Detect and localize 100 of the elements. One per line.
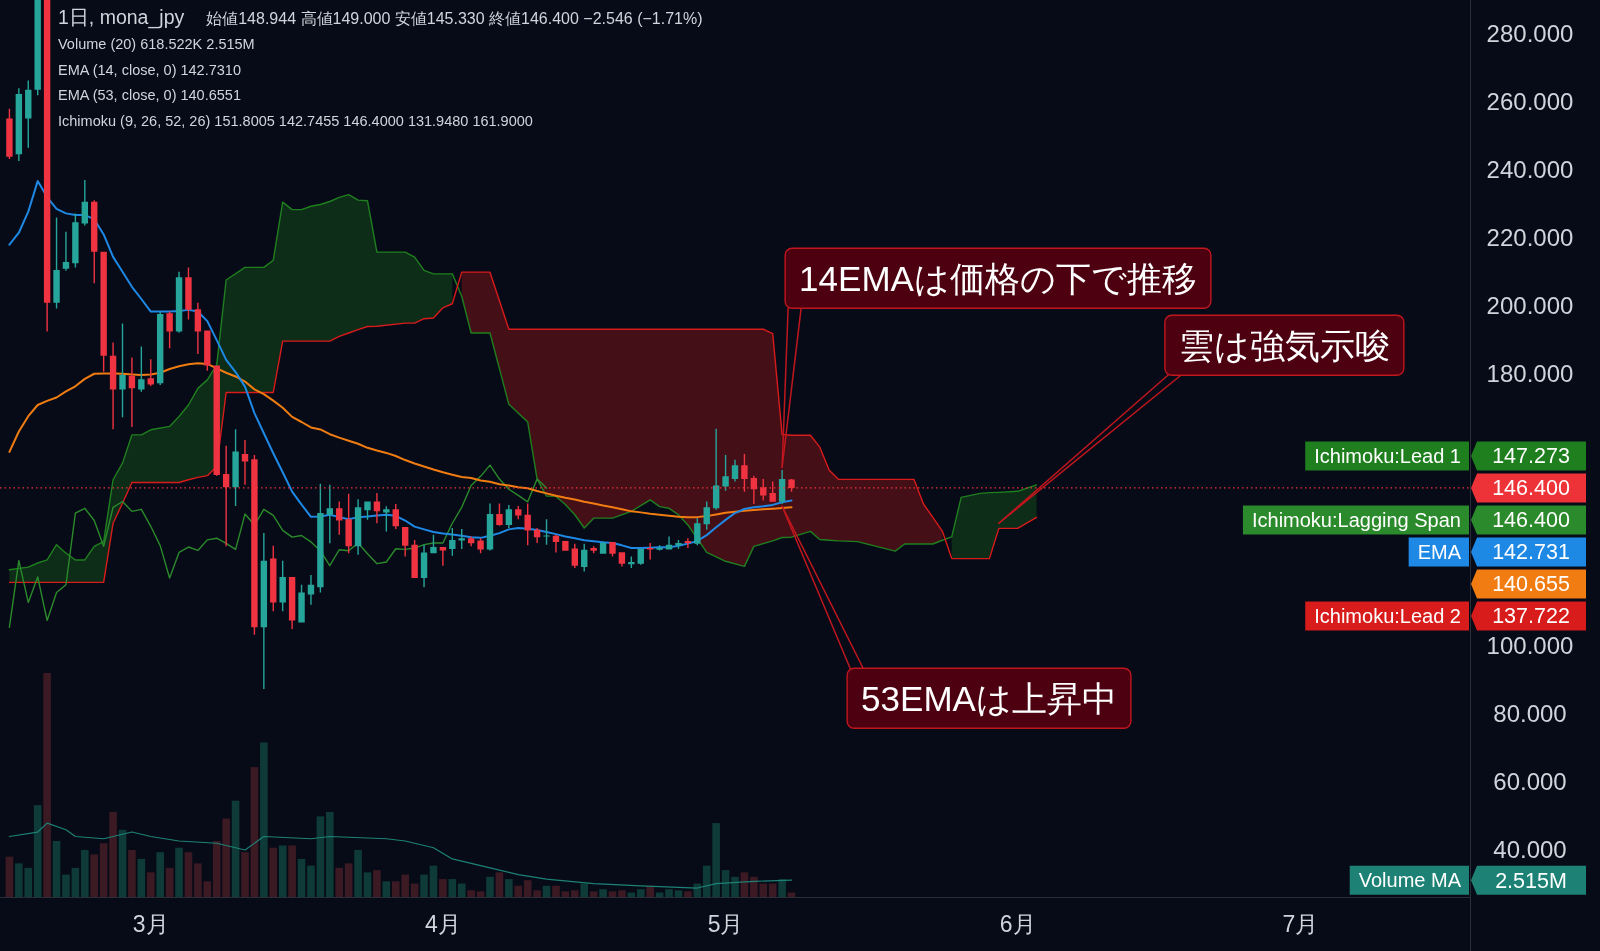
candlestick <box>279 560 286 612</box>
candlestick <box>778 469 786 504</box>
annotation: Volume (20) 618.522K 2.515M <box>58 36 255 52</box>
candlestick <box>712 428 720 510</box>
candlestick <box>722 454 729 491</box>
x-tick-label: 6月 <box>999 911 1036 937</box>
bar <box>420 874 428 897</box>
candlestick <box>420 544 428 588</box>
chart-title: 1日, mona_jpy <box>58 6 185 29</box>
bar <box>599 889 607 897</box>
candlestick <box>505 504 513 529</box>
bar <box>608 891 617 897</box>
candlestick <box>91 200 98 284</box>
candlestick <box>260 533 268 690</box>
y-tick-label: 60.000 <box>1493 767 1567 795</box>
text: 137.722 <box>1492 604 1570 629</box>
bar <box>99 843 108 897</box>
text: Volume MA <box>1358 869 1462 892</box>
candlestick <box>345 493 352 554</box>
candlestick <box>524 503 531 546</box>
candlestick <box>703 501 710 530</box>
candlestick <box>128 357 136 428</box>
bar <box>260 742 268 897</box>
candlestick <box>53 217 60 309</box>
candlestick <box>156 311 164 385</box>
bar <box>533 890 541 897</box>
candlestick <box>34 0 41 96</box>
candlestick <box>731 459 739 482</box>
text: Ichimoku:Lagging Span <box>1251 508 1461 531</box>
bar <box>137 858 146 897</box>
bar <box>90 854 99 897</box>
candlestick <box>166 311 173 349</box>
candlestick <box>138 346 145 392</box>
bar <box>646 885 654 897</box>
bar <box>109 811 117 897</box>
candlestick <box>336 501 343 535</box>
annotation: EMA (14, close, 0) 142.7310 <box>58 61 241 78</box>
bar <box>542 885 551 897</box>
candlestick <box>590 546 597 554</box>
x-tick-label: 5月 <box>707 911 744 937</box>
bar <box>326 811 334 897</box>
candlestick <box>467 536 475 547</box>
bar <box>448 879 457 897</box>
candlestick <box>599 541 607 554</box>
text: Ichimoku:Lead 1 <box>1314 444 1461 467</box>
y-tick-label: 180.000 <box>1486 360 1574 388</box>
candlestick <box>533 528 541 543</box>
bar <box>495 872 504 897</box>
bar <box>231 800 240 897</box>
bar <box>523 880 532 897</box>
candlestick <box>213 365 220 476</box>
bar <box>203 881 212 897</box>
candlestick <box>232 429 239 506</box>
candlestick <box>486 503 494 551</box>
candlestick <box>354 499 362 555</box>
bar <box>146 872 155 897</box>
bar <box>476 891 485 897</box>
candlestick <box>543 519 550 545</box>
text: 142.731 <box>1492 540 1570 565</box>
text: 147.273 <box>1492 444 1570 469</box>
candlestick <box>194 302 202 355</box>
bar <box>194 863 202 897</box>
y-tick-label: 40.000 <box>1493 835 1567 863</box>
candlestick <box>204 330 211 371</box>
candlestick <box>618 552 626 567</box>
y-tick-label: 100.000 <box>1486 632 1574 660</box>
candlestick <box>637 548 644 565</box>
bar <box>278 845 287 897</box>
line-series <box>8 362 793 519</box>
bar <box>618 890 626 897</box>
y-tick-label: 200.000 <box>1486 292 1574 320</box>
bar <box>665 889 673 897</box>
bar <box>561 891 570 897</box>
bar <box>184 852 193 897</box>
candlestick <box>411 539 418 578</box>
bar <box>373 870 381 897</box>
x-tick-label: 7月 <box>1282 911 1319 937</box>
bar <box>250 767 259 897</box>
candlestick <box>81 180 89 226</box>
candlestick <box>656 545 663 551</box>
bar <box>335 867 344 897</box>
candlestick <box>392 503 399 530</box>
bar <box>429 865 438 897</box>
text: 146.400 <box>1492 508 1570 533</box>
annotation: 14EMAは価格の下で推移 <box>799 258 1197 298</box>
candlestick <box>571 543 579 569</box>
candlestick <box>684 538 692 549</box>
text: 始値148.944 高値149.000 安値145.330 終値146.400 −2.546 (−1.71%) <box>206 10 703 27</box>
candlestick <box>307 574 315 605</box>
annotation: 53EMAは上昇中 <box>861 678 1117 718</box>
candlestick <box>430 534 437 554</box>
bar <box>33 805 42 897</box>
candlestick <box>552 534 560 553</box>
bar <box>175 847 183 897</box>
bar <box>486 876 494 897</box>
y-tick-label: 220.000 <box>1486 224 1574 252</box>
candlestick <box>43 0 51 332</box>
bar <box>636 889 645 897</box>
bar <box>288 845 296 897</box>
line-series <box>8 180 793 550</box>
